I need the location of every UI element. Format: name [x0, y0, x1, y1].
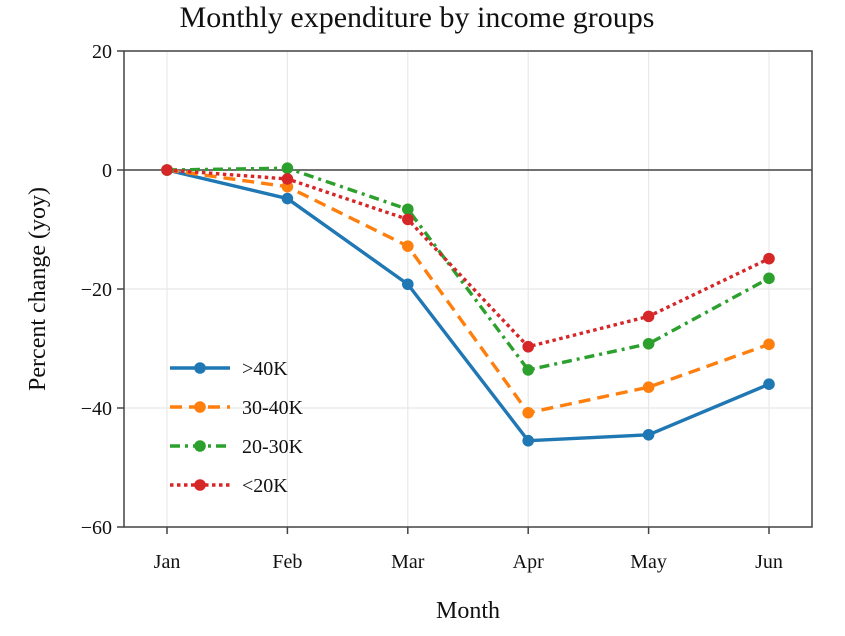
series-line — [166, 168, 770, 349]
y-tick-label: 20 — [92, 41, 112, 63]
legend-item: >40K — [170, 358, 288, 380]
data-point — [281, 162, 294, 175]
data-point — [642, 428, 655, 441]
legend-item: 20-30K — [170, 436, 304, 458]
x-tick-label: May — [630, 551, 667, 573]
x-axis-label: Month — [436, 598, 500, 624]
data-point — [763, 252, 775, 265]
x-tick-label: Apr — [513, 551, 544, 573]
data-point — [522, 364, 534, 376]
legend-item: <20K — [170, 475, 288, 497]
y-tick-label: −60 — [81, 517, 112, 539]
series-layer — [161, 162, 775, 447]
x-tick-label: Feb — [272, 551, 302, 573]
legend-marker — [194, 440, 206, 452]
legend-marker — [194, 362, 206, 374]
y-axis: 20 0 −20 −40 −60 — [81, 41, 124, 539]
y-tick-label: −40 — [81, 398, 112, 420]
data-point — [522, 340, 534, 353]
legend-label: <20K — [242, 475, 288, 497]
x-axis: Jan Feb Mar Apr May Jun — [154, 527, 783, 573]
series-line — [166, 168, 770, 443]
legend-marker — [194, 479, 206, 491]
data-point — [161, 164, 173, 176]
data-point — [402, 203, 414, 216]
x-tick-label: Jan — [154, 551, 181, 573]
x-tick-label: Mar — [391, 551, 425, 573]
series-3 — [161, 164, 775, 353]
series-line — [166, 168, 770, 415]
data-point — [763, 338, 775, 351]
data-point — [642, 381, 655, 393]
legend-label: 30-40K — [242, 397, 304, 419]
y-tick-label: −20 — [81, 279, 112, 301]
data-point — [522, 406, 534, 419]
data-point — [281, 173, 294, 185]
series-2 — [161, 162, 775, 376]
data-point — [522, 434, 534, 447]
data-point — [281, 192, 294, 205]
data-point — [402, 240, 414, 252]
legend-marker — [194, 401, 206, 413]
legend: >40K 30-40K 20-30K <20K — [170, 358, 304, 497]
y-tick-label: 0 — [102, 160, 112, 182]
data-point — [763, 272, 775, 285]
chart-title: Monthly expenditure by income groups — [180, 1, 655, 34]
legend-label: 20-30K — [242, 436, 304, 458]
x-tick-label: Jun — [755, 551, 783, 573]
y-axis-label: Percent change (yoy) — [25, 187, 51, 391]
data-point — [763, 378, 775, 391]
data-point — [642, 337, 655, 350]
data-point — [402, 278, 414, 291]
data-point — [642, 310, 655, 323]
data-point — [402, 213, 414, 226]
series-line — [166, 166, 770, 372]
legend-label: >40K — [242, 358, 288, 380]
legend-item: 30-40K — [170, 397, 304, 419]
